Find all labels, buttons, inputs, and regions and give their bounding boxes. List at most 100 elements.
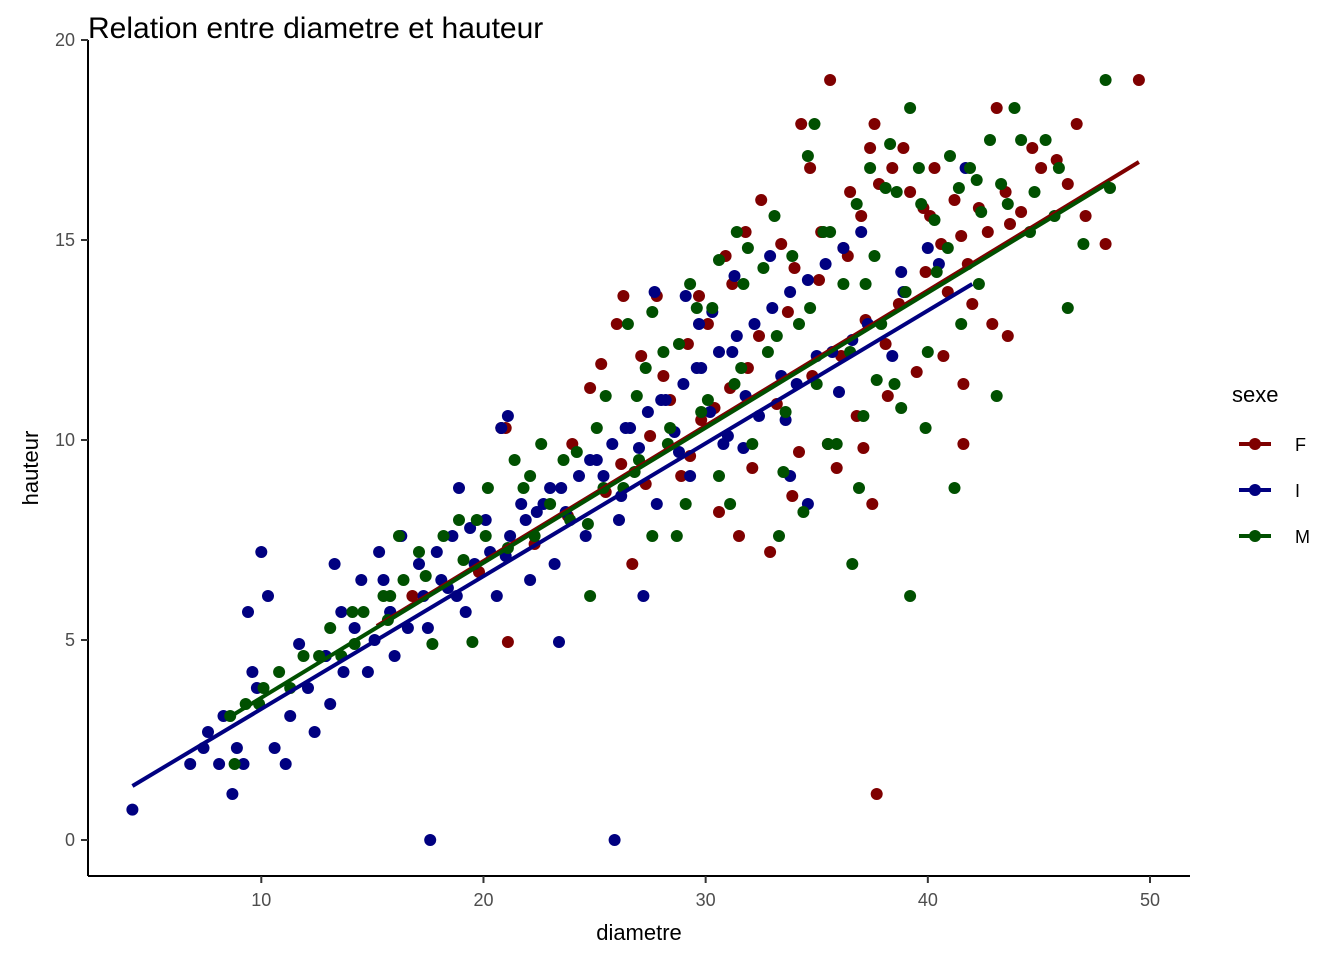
data-point — [377, 590, 390, 602]
data-point — [855, 210, 868, 222]
data-point — [713, 346, 725, 358]
data-point — [675, 470, 688, 482]
data-point — [695, 406, 708, 418]
data-point — [413, 558, 425, 570]
legend-label: I — [1295, 481, 1300, 501]
data-point — [635, 350, 648, 362]
data-point — [615, 458, 628, 470]
data-point — [775, 238, 788, 250]
data-point — [681, 338, 694, 350]
data-point — [930, 266, 943, 278]
data-point — [279, 758, 292, 770]
data-point — [846, 558, 859, 570]
data-point — [888, 378, 901, 390]
data-point — [242, 606, 254, 618]
data-point — [670, 530, 683, 542]
x-axis-ticks: 10 20 30 40 50 — [251, 876, 1160, 910]
data-point — [821, 438, 834, 450]
data-point — [184, 758, 197, 770]
data-point — [726, 346, 739, 358]
data-point — [584, 590, 597, 602]
data-point — [673, 446, 685, 458]
data-point — [553, 636, 565, 648]
data-point — [626, 558, 639, 570]
data-point — [388, 650, 401, 662]
data-point — [377, 574, 390, 586]
data-point — [808, 118, 821, 130]
data-point — [679, 498, 692, 510]
data-point — [690, 362, 703, 374]
data-point — [617, 290, 630, 302]
data-point — [324, 622, 337, 634]
legend-item-f: F — [1239, 435, 1306, 455]
data-point — [886, 350, 899, 362]
data-point — [226, 788, 239, 800]
data-point — [748, 318, 761, 330]
data-point — [733, 530, 745, 542]
data-point — [606, 438, 619, 450]
data-point — [830, 462, 843, 474]
data-point — [237, 758, 250, 770]
data-point — [464, 522, 477, 534]
data-point — [584, 454, 597, 466]
data-point — [126, 803, 139, 816]
legend-item-m: M — [1239, 527, 1310, 547]
data-point — [713, 254, 725, 266]
data-point — [590, 422, 603, 434]
data-point — [337, 666, 350, 678]
data-point — [801, 150, 814, 162]
data-point — [328, 558, 341, 570]
data-point — [795, 118, 808, 130]
data-point — [844, 186, 857, 198]
data-point — [952, 182, 965, 194]
data-point — [1099, 238, 1112, 250]
data-point — [857, 410, 870, 422]
data-point — [868, 118, 881, 130]
data-point — [693, 290, 705, 302]
data-point — [1028, 186, 1041, 198]
data-point — [786, 250, 799, 262]
data-point — [728, 378, 741, 390]
data-point — [255, 546, 268, 558]
data-point — [819, 258, 832, 270]
data-point — [1079, 210, 1092, 222]
data-point — [757, 262, 770, 274]
data-point — [648, 286, 661, 298]
data-point — [684, 470, 697, 482]
data-point — [1061, 178, 1074, 190]
data-point — [704, 406, 717, 418]
data-point — [870, 788, 883, 800]
data-point — [1070, 118, 1083, 130]
chart-title: Relation entre diametre et hauteur — [88, 12, 543, 45]
data-point — [857, 442, 870, 454]
data-point — [788, 262, 801, 274]
data-point — [879, 338, 892, 350]
data-point — [504, 530, 517, 542]
data-point — [677, 378, 690, 390]
data-point — [990, 102, 1003, 114]
data-point — [1001, 330, 1014, 342]
data-point — [524, 470, 537, 482]
data-point — [955, 230, 968, 242]
data-point — [895, 266, 908, 278]
data-point — [470, 514, 483, 526]
data-point — [777, 466, 790, 478]
data-point — [581, 518, 594, 530]
y-tick-label: 15 — [55, 230, 75, 250]
legend-key-point — [1249, 530, 1261, 542]
legend-label: M — [1295, 527, 1310, 547]
data-point — [737, 278, 750, 290]
data-point — [921, 346, 934, 358]
data-point — [881, 390, 894, 402]
data-point — [515, 498, 528, 510]
data-point — [735, 362, 748, 374]
y-tick-label: 20 — [55, 30, 75, 50]
data-point — [870, 374, 883, 386]
legend: sexe F I M — [1232, 382, 1310, 547]
data-point — [884, 138, 897, 150]
data-point — [779, 406, 792, 418]
data-point — [850, 198, 863, 210]
data-point — [324, 698, 337, 710]
data-point — [228, 758, 241, 770]
